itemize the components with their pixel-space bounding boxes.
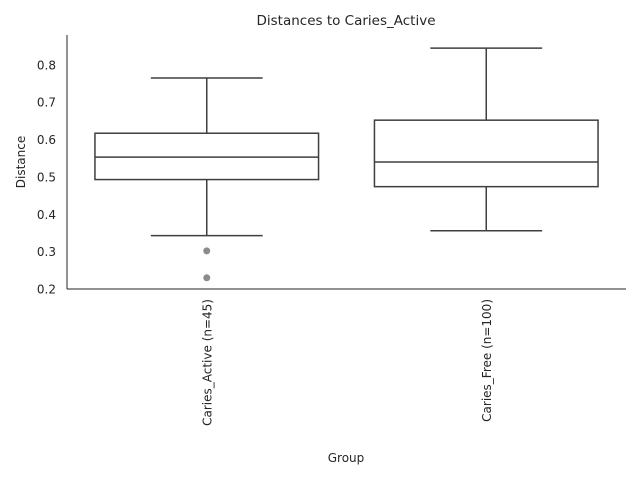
- x-axis: Caries_Active (n=45) Caries_Free (n=100): [200, 299, 494, 426]
- outlier-point: [203, 274, 211, 282]
- chart-title: Distances to Caries_Active: [256, 13, 435, 29]
- y-axis: 0.2 0.3 0.4 0.5 0.6 0.7 0.8: [37, 58, 56, 296]
- y-axis-label: Distance: [14, 136, 28, 188]
- y-tick-label: 0.7: [37, 96, 56, 110]
- iqr-box: [373, 119, 599, 188]
- box-group: [373, 47, 599, 232]
- y-tick-label: 0.8: [37, 58, 56, 72]
- y-tick-label: 0.4: [37, 208, 56, 222]
- y-tick-label: 0.5: [37, 170, 56, 184]
- x-tick-label: Caries_Active (n=45): [200, 299, 214, 426]
- y-tick-label: 0.2: [37, 283, 56, 297]
- outlier-point: [203, 247, 211, 255]
- plot-area: [94, 47, 599, 282]
- x-axis-label: Group: [328, 451, 365, 465]
- y-tick-label: 0.6: [37, 133, 56, 147]
- x-tick-label: Caries_Free (n=100): [480, 299, 494, 422]
- box-group: [94, 77, 320, 282]
- y-tick-label: 0.3: [37, 245, 56, 259]
